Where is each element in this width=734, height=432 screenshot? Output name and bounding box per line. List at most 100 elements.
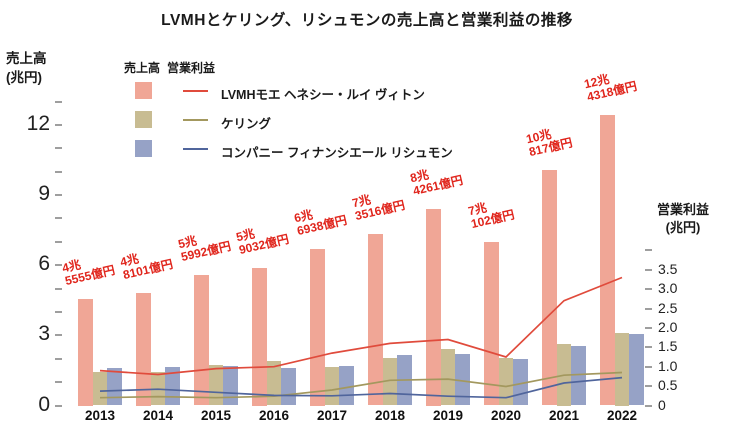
left-axis-tick: [55, 404, 62, 407]
left-axis-tick: [55, 334, 62, 337]
right-axis-title-line2: (兆円): [665, 220, 701, 236]
revenue-bar-lvmh-2022: [600, 114, 615, 406]
left-axis-tick: [55, 264, 62, 267]
x-axis-label-2019: 2019: [432, 408, 464, 423]
revenue-bar-kering-2018: [382, 357, 398, 406]
legend-line-swatch-lvmh: [183, 90, 208, 93]
revenue-bar-richemont-2021: [571, 345, 586, 406]
x-axis-label-2015: 2015: [200, 408, 232, 423]
revenue-bar-kering-2019: [440, 349, 456, 406]
revenue-bar-richemont-2013: [107, 368, 122, 406]
right-axis-tick: [645, 249, 652, 252]
right-axis-title-line1: 営業利益: [656, 202, 709, 217]
x-axis-label-2017: 2017: [316, 408, 348, 423]
revenue-bar-richemont-2022: [629, 334, 644, 406]
left-axis-tick: [55, 310, 62, 313]
right-axis-tick-label: 2.0: [658, 318, 678, 335]
right-axis-tick: [645, 346, 652, 349]
left-axis-title-line2: (兆円): [6, 69, 42, 85]
left-axis-tick-label: 9: [38, 182, 50, 206]
revenue-bar-richemont-2020: [513, 358, 528, 406]
left-axis-tick-label: 6: [38, 252, 50, 276]
bar-value-label-2017: 6兆 6938億円: [292, 207, 349, 239]
revenue-bar-richemont-2016: [281, 368, 296, 406]
x-axis-label-2016: 2016: [258, 408, 290, 423]
legend-bar-swatch-kering: [135, 111, 152, 128]
right-axis-tick-label: 1.5: [658, 338, 678, 355]
x-axis-label-2014: 2014: [142, 408, 174, 423]
revenue-bar-richemont-2014: [165, 366, 180, 406]
revenue-bar-lvmh-2021: [542, 169, 557, 406]
legend-bar-column-header: 売上高: [124, 61, 161, 75]
left-axis-tick: [55, 170, 62, 173]
legend-bar-swatch-lvmh: [135, 82, 152, 99]
x-axis-label-2020: 2020: [490, 408, 522, 423]
revenue-bar-lvmh-2016: [252, 267, 267, 406]
revenue-bar-richemont-2018: [397, 355, 412, 406]
x-axis-label-2022: 2022: [606, 408, 638, 423]
legend-label-richemont: コンパニー フィナンシエール リシュモン: [221, 146, 453, 160]
legend-label-lvmh: LVMHモエ ヘネシー・ルイ ヴィトン: [221, 88, 425, 102]
left-axis-tick: [55, 287, 62, 290]
left-axis-tick: [55, 100, 62, 103]
left-axis-tick-label: 3: [38, 322, 50, 346]
right-axis-tick: [645, 385, 652, 388]
legend-line-column-header: 営業利益: [167, 61, 216, 75]
revenue-bar-lvmh-2015: [194, 274, 209, 406]
revenue-bar-kering-2017: [324, 366, 340, 406]
right-axis-tick-label: 0: [658, 396, 666, 413]
left-axis-title: 売上高 (兆円): [6, 50, 66, 88]
left-axis-tick-label: 12: [26, 111, 50, 135]
x-axis-label-2018: 2018: [374, 408, 406, 423]
revenue-bar-lvmh-2014: [136, 293, 151, 406]
revenue-bar-richemont-2017: [339, 365, 354, 406]
left-axis-tick: [55, 240, 62, 243]
right-axis-tick-label: 2.5: [658, 299, 678, 316]
right-axis-tick: [645, 268, 652, 271]
bar-value-label-2022: 12兆 4318億円: [582, 71, 639, 105]
left-axis-tick: [55, 357, 62, 360]
revenue-bar-lvmh-2020: [484, 241, 499, 406]
right-axis-tick-label: 3.5: [658, 260, 678, 277]
legend-line-swatch-richemont: [183, 148, 208, 151]
bar-value-label-2018: 7兆 3516億円: [350, 192, 407, 224]
revenue-bar-kering-2015: [208, 364, 224, 406]
legend-line-swatch-kering: [183, 119, 208, 122]
bar-value-label-2016: 5兆 9032億円: [234, 226, 291, 257]
bar-value-label-2020: 7兆 102億円: [466, 200, 516, 232]
revenue-bar-kering-2016: [266, 361, 282, 406]
left-axis-tick: [55, 147, 62, 150]
right-axis-tick: [645, 404, 652, 407]
revenue-bar-lvmh-2013: [78, 299, 93, 406]
left-axis-tick-label: 0: [38, 392, 50, 416]
right-axis-tick-label: 0.5: [658, 377, 678, 394]
right-axis-tick: [645, 307, 652, 310]
bar-value-label-2013: 4兆 5555億円: [60, 257, 117, 289]
revenue-bar-lvmh-2018: [368, 233, 383, 406]
left-axis-title-line1: 売上高: [6, 51, 47, 66]
x-axis-label-2021: 2021: [548, 408, 580, 423]
revenue-bar-kering-2020: [498, 357, 514, 406]
right-axis-tick: [645, 288, 652, 291]
revenue-bar-kering-2013: [92, 371, 108, 406]
revenue-bar-lvmh-2019: [426, 208, 441, 406]
right-axis-tick-label: 3.0: [658, 280, 678, 297]
revenue-bar-lvmh-2017: [310, 249, 325, 406]
revenue-bar-kering-2022: [614, 333, 630, 406]
left-axis-tick: [55, 123, 62, 126]
right-axis-tick: [645, 326, 652, 329]
chart-title: LVMHとケリング、リシュモンの売上高と営業利益の推移: [161, 12, 573, 29]
bar-value-label-2021: 10兆 817億円: [524, 126, 574, 160]
left-axis-tick: [55, 194, 62, 197]
x-axis-label-2013: 2013: [84, 408, 116, 423]
revenue-bar-kering-2021: [556, 343, 572, 406]
revenue-bar-richemont-2019: [455, 354, 470, 406]
revenue-bar-kering-2014: [150, 371, 166, 406]
right-axis-tick-label: 1.0: [658, 357, 678, 374]
bar-value-label-2019: 8兆 4261億円: [408, 167, 465, 198]
right-axis-tick: [645, 365, 652, 368]
right-axis-title: 営業利益 (兆円): [641, 201, 725, 237]
legend-bar-swatch-richemont: [135, 140, 152, 157]
legend-label-kering: ケリング: [221, 117, 272, 131]
